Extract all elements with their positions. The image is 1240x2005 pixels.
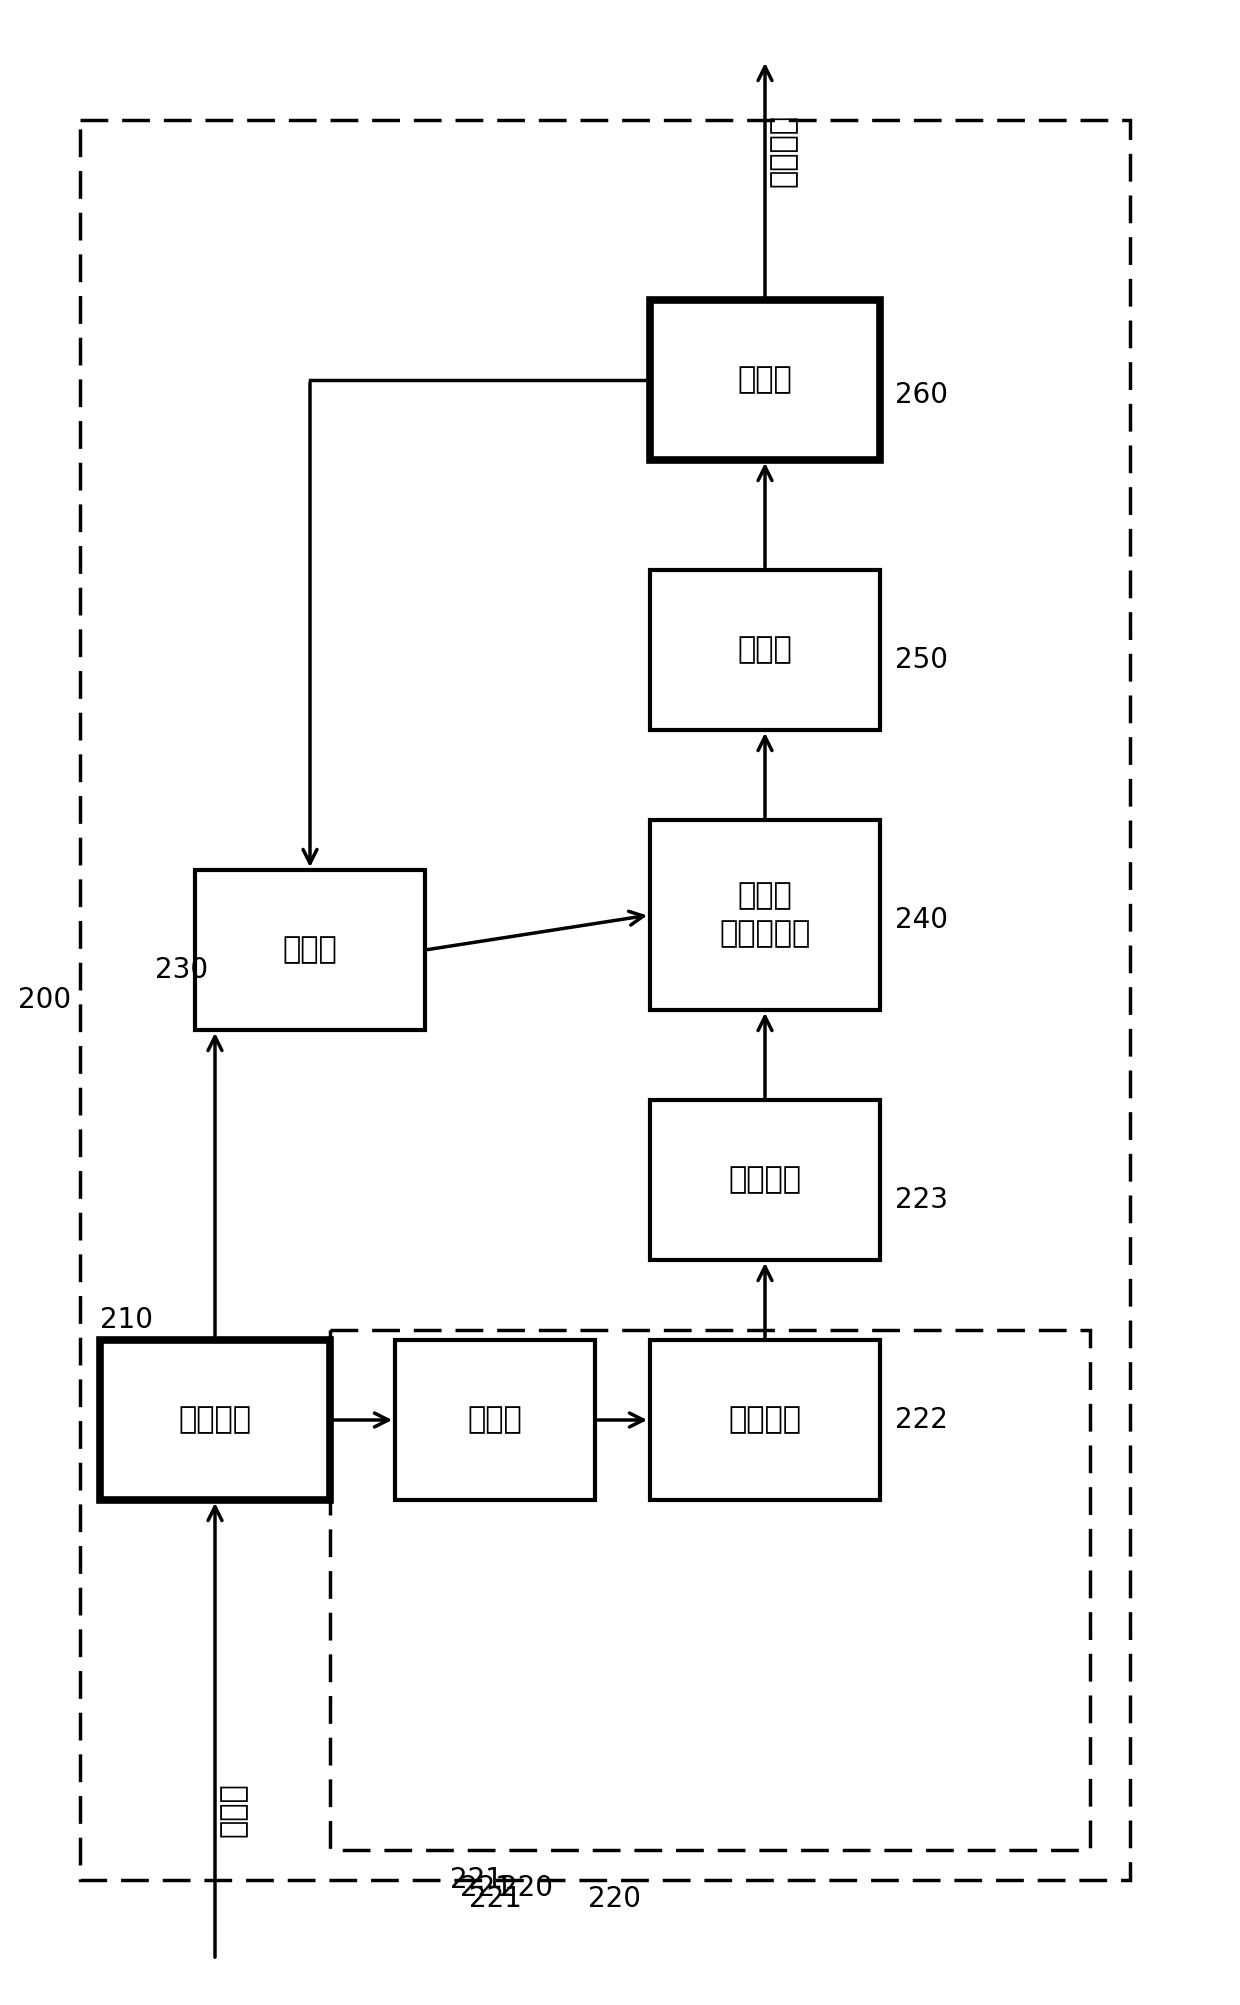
Bar <box>195 870 425 1031</box>
Text: 260: 260 <box>895 381 949 409</box>
Text: 240: 240 <box>895 906 949 934</box>
Text: 存储器: 存储器 <box>738 365 792 395</box>
Bar <box>330 1329 1090 1851</box>
Text: 221: 221 <box>469 1885 522 1913</box>
Text: 250: 250 <box>895 646 949 674</box>
Text: 230: 230 <box>155 956 208 984</box>
Text: 加法器
（重构器）: 加法器 （重构器） <box>719 882 811 948</box>
Text: 滤波器: 滤波器 <box>738 636 792 664</box>
Text: 200: 200 <box>19 986 72 1015</box>
Text: 熵解码器: 熵解码器 <box>179 1406 252 1434</box>
Text: 输出图片: 输出图片 <box>769 114 797 186</box>
Bar <box>650 569 880 730</box>
Bar <box>396 1339 595 1500</box>
Text: 221: 221 <box>460 1875 513 1903</box>
Text: 210: 210 <box>100 1305 153 1333</box>
Bar <box>100 1339 330 1500</box>
Text: 223: 223 <box>895 1187 949 1213</box>
Bar <box>650 820 880 1011</box>
Text: 逆变换器: 逆变换器 <box>729 1165 801 1195</box>
Bar <box>650 1339 880 1500</box>
Text: 220: 220 <box>589 1885 641 1913</box>
Text: 反量化器: 反量化器 <box>729 1406 801 1434</box>
Bar <box>650 301 880 459</box>
Text: 222: 222 <box>895 1406 947 1434</box>
Text: 重排器: 重排器 <box>467 1406 522 1434</box>
Bar <box>650 1101 880 1259</box>
Bar <box>81 120 1130 1881</box>
Text: 预测器: 预测器 <box>283 936 337 964</box>
Text: 比特流: 比特流 <box>218 1782 248 1837</box>
Text: 221: 221 <box>450 1867 503 1895</box>
Text: 220: 220 <box>500 1875 553 1903</box>
